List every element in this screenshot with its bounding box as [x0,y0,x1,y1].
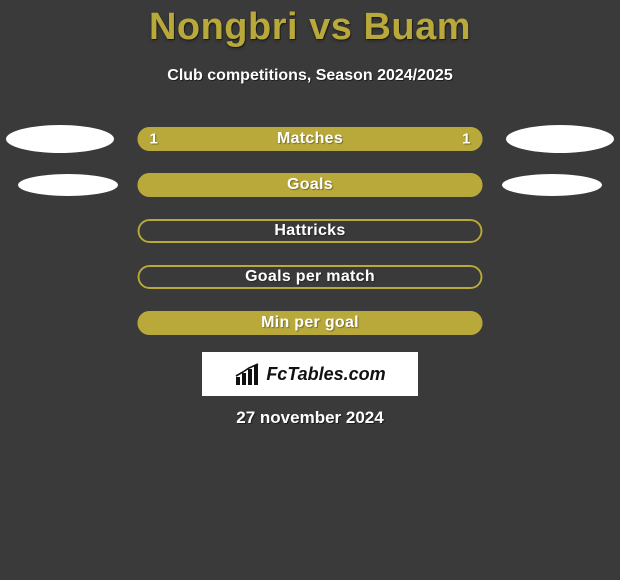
stat-row: Goals [0,162,620,208]
stat-label: Goals [138,176,483,194]
left-ellipse [18,174,118,196]
stat-label: Matches [138,130,483,148]
stat-bar: Hattricks [138,219,483,243]
stat-label: Hattricks [138,222,483,240]
bar-chart-icon [234,363,260,385]
brand-badge: FcTables.com [202,352,418,396]
left-ellipse [6,125,114,153]
stat-left-value: 1 [150,131,158,148]
stat-bar: Matches1 1 [138,127,483,151]
stat-label: Goals per match [138,268,483,286]
stat-label: Min per goal [138,314,483,332]
brand-text: FcTables.com [266,364,385,385]
stat-rows: Matches1 1 Goals Hattricks Goals per match Mi… [0,116,620,346]
right-ellipse [502,174,602,196]
stat-right-value: 1 [462,131,470,148]
subtitle: Club competitions, Season 2024/2025 [0,67,620,85]
comparison-canvas: Nongbri vs Buam Club competitions, Seaso… [0,0,620,580]
stat-row: Goals per match [0,254,620,300]
date-label: 27 november 2024 [0,408,620,428]
stat-bar: Goals [138,173,483,197]
stat-row: Hattricks [0,208,620,254]
stat-row: Matches1 1 [0,116,620,162]
stat-bar: Goals per match [138,265,483,289]
page-title: Nongbri vs Buam [0,0,620,49]
right-ellipse [506,125,614,153]
stat-bar: Min per goal [138,311,483,335]
stat-row: Min per goal [0,300,620,346]
